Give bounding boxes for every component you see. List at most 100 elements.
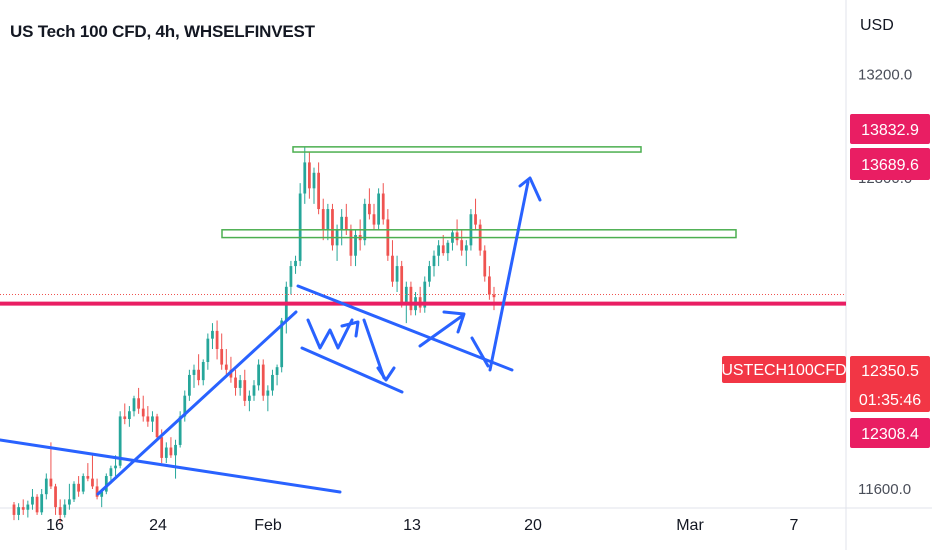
candle-body <box>206 338 210 362</box>
down-trendline[interactable] <box>0 438 342 494</box>
candle-body <box>423 281 427 308</box>
candle-body <box>169 447 173 456</box>
x-tick-label: 24 <box>149 517 167 534</box>
candle-body <box>188 374 191 396</box>
candle-body <box>91 478 94 487</box>
candle-body <box>215 330 219 350</box>
candle-body <box>211 330 214 339</box>
candle-body <box>178 416 182 445</box>
candle-body <box>271 374 274 391</box>
upper-zone-box[interactable] <box>292 146 642 153</box>
candle-body <box>174 444 177 456</box>
up-trendline[interactable] <box>96 310 298 496</box>
candle-body <box>26 504 30 510</box>
candle-body <box>12 504 16 515</box>
candle-body <box>404 286 408 303</box>
candle-body <box>155 416 159 438</box>
breakout-arrow[interactable] <box>488 180 530 372</box>
currency-label: USD <box>860 17 894 34</box>
candle-body <box>160 437 164 458</box>
symbol-tag[interactable] <box>722 356 846 383</box>
candle-body <box>100 491 104 497</box>
zigzag-drop[interactable] <box>362 318 386 380</box>
current-price-tag[interactable] <box>850 356 930 412</box>
x-tick-label: Feb <box>254 517 282 534</box>
candle-body <box>460 240 464 251</box>
support-price-text: 12308.4 <box>861 426 919 443</box>
arrow-head-mid[interactable] <box>376 366 396 382</box>
candle-body <box>128 411 131 420</box>
resistance-tag-2[interactable] <box>850 148 930 180</box>
candle-body <box>21 507 25 510</box>
candle-body <box>54 486 57 508</box>
x-tick-label: 16 <box>46 517 64 534</box>
candle-body <box>40 494 44 513</box>
candle-body <box>354 234 357 256</box>
candle-body <box>464 245 468 251</box>
arrow-head-right[interactable] <box>442 310 466 334</box>
candle-body <box>68 499 71 505</box>
candle-body <box>294 260 297 267</box>
candle-body <box>132 398 136 412</box>
candle-body <box>72 483 76 500</box>
countdown-text: 01:35:46 <box>859 392 921 409</box>
channel-bottom-line[interactable] <box>300 346 404 394</box>
candle-body <box>220 349 224 365</box>
candle-body <box>63 504 67 515</box>
candle-body <box>95 486 99 497</box>
candle-body <box>243 380 247 401</box>
candle-body <box>31 496 34 505</box>
candle-body <box>381 193 385 220</box>
x-tick-label: 7 <box>790 517 799 534</box>
candle-body <box>238 380 242 388</box>
x-tick-label: 13 <box>403 517 421 534</box>
candle-body <box>234 377 237 388</box>
candle-body <box>321 209 325 230</box>
candle-body <box>377 193 380 225</box>
candle-body <box>409 286 413 311</box>
candle-body <box>248 395 251 401</box>
candle-body <box>77 483 80 492</box>
candle-body <box>137 398 140 409</box>
current-price-text: 12350.5 <box>861 363 919 380</box>
candle-body <box>192 369 196 375</box>
candle-body <box>86 476 90 479</box>
candle-body <box>308 162 311 189</box>
candle-body <box>58 507 62 515</box>
zigzag-left[interactable] <box>306 318 354 350</box>
candle-body <box>183 395 187 417</box>
zigzag-rise[interactable] <box>418 314 464 348</box>
candle-body <box>455 232 459 241</box>
candle-body <box>400 266 404 303</box>
resistance-tag-1-text: 13832.9 <box>861 122 919 139</box>
candle-body <box>372 214 376 225</box>
candle-body <box>81 476 85 492</box>
candle-body <box>326 209 330 230</box>
candle-body <box>17 507 20 515</box>
candle-body <box>35 496 39 513</box>
lower-zone-box[interactable] <box>221 229 737 239</box>
resistance-tag-2-text: 13689.6 <box>861 157 919 174</box>
y-tick-label: 11600.0 <box>858 481 911 498</box>
candle-body <box>483 250 487 277</box>
channel-top-line[interactable] <box>296 284 514 372</box>
candle-body <box>289 266 293 287</box>
support-price-tag[interactable] <box>850 418 930 448</box>
arrow-head-left[interactable] <box>340 320 360 338</box>
candle-body <box>261 364 265 396</box>
candle-body <box>266 390 270 396</box>
chart-title: US Tech 100 CFD, 4h, WHSELFINVEST <box>10 22 315 41</box>
y-tick-label: 13200.0 <box>858 66 912 83</box>
candle-body <box>363 203 367 241</box>
zigzag-final[interactable] <box>470 336 490 368</box>
candle-body <box>44 478 48 495</box>
breakout-arrow-head[interactable] <box>518 176 542 202</box>
resistance-tag-1[interactable] <box>850 114 930 144</box>
candle-body <box>114 465 117 469</box>
candle-body <box>428 266 431 282</box>
candle-body <box>340 216 344 230</box>
candle-body <box>492 294 496 298</box>
candle-body <box>446 242 450 254</box>
